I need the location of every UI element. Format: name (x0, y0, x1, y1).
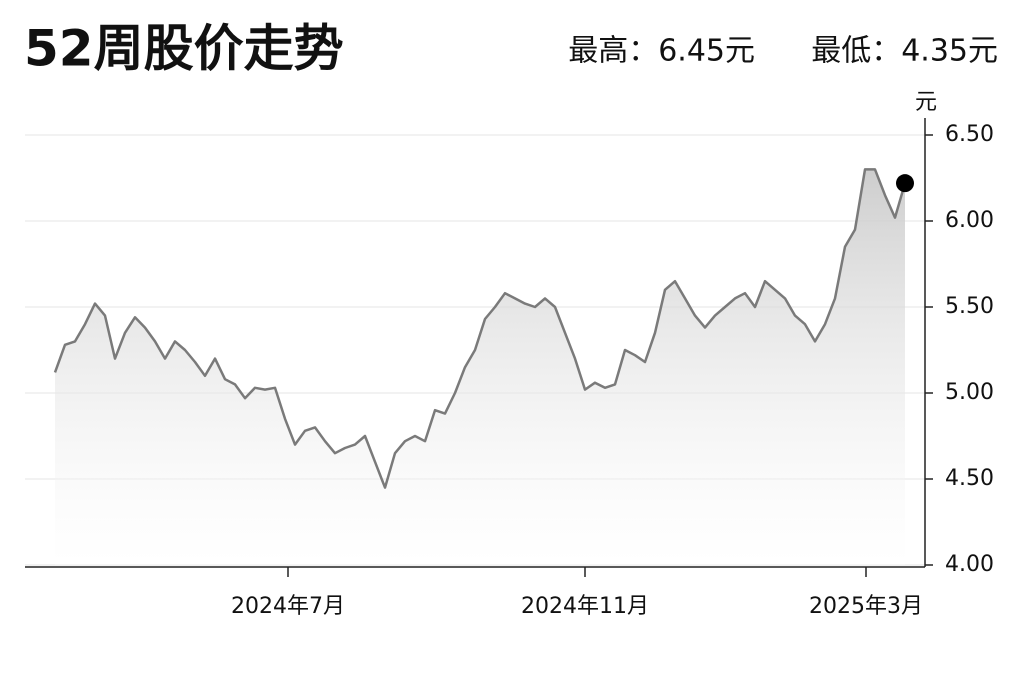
high-label: 最高：6.45元 (568, 34, 755, 69)
y-tick-label: 4.00 (945, 552, 994, 577)
x-tick-label: 2025年3月 (809, 594, 923, 619)
price-line (53, 168, 907, 489)
y-tick-label: 4.50 (945, 466, 994, 491)
x-tick-label: 2024年7月 (231, 594, 345, 619)
last-point (896, 174, 914, 193)
chart-title: 52周股价走势 (24, 20, 344, 78)
area (55, 169, 905, 565)
y-tick-label: 5.00 (945, 380, 994, 405)
y-unit: 元 (915, 90, 937, 115)
y-tick-label: 5.50 (945, 294, 994, 319)
y-tick-label: 6.00 (945, 208, 994, 233)
y-tick-label: 6.50 (945, 122, 994, 147)
x-tick-label: 2024年11月 (521, 594, 649, 619)
low-label: 最低：4.35元 (811, 34, 998, 69)
